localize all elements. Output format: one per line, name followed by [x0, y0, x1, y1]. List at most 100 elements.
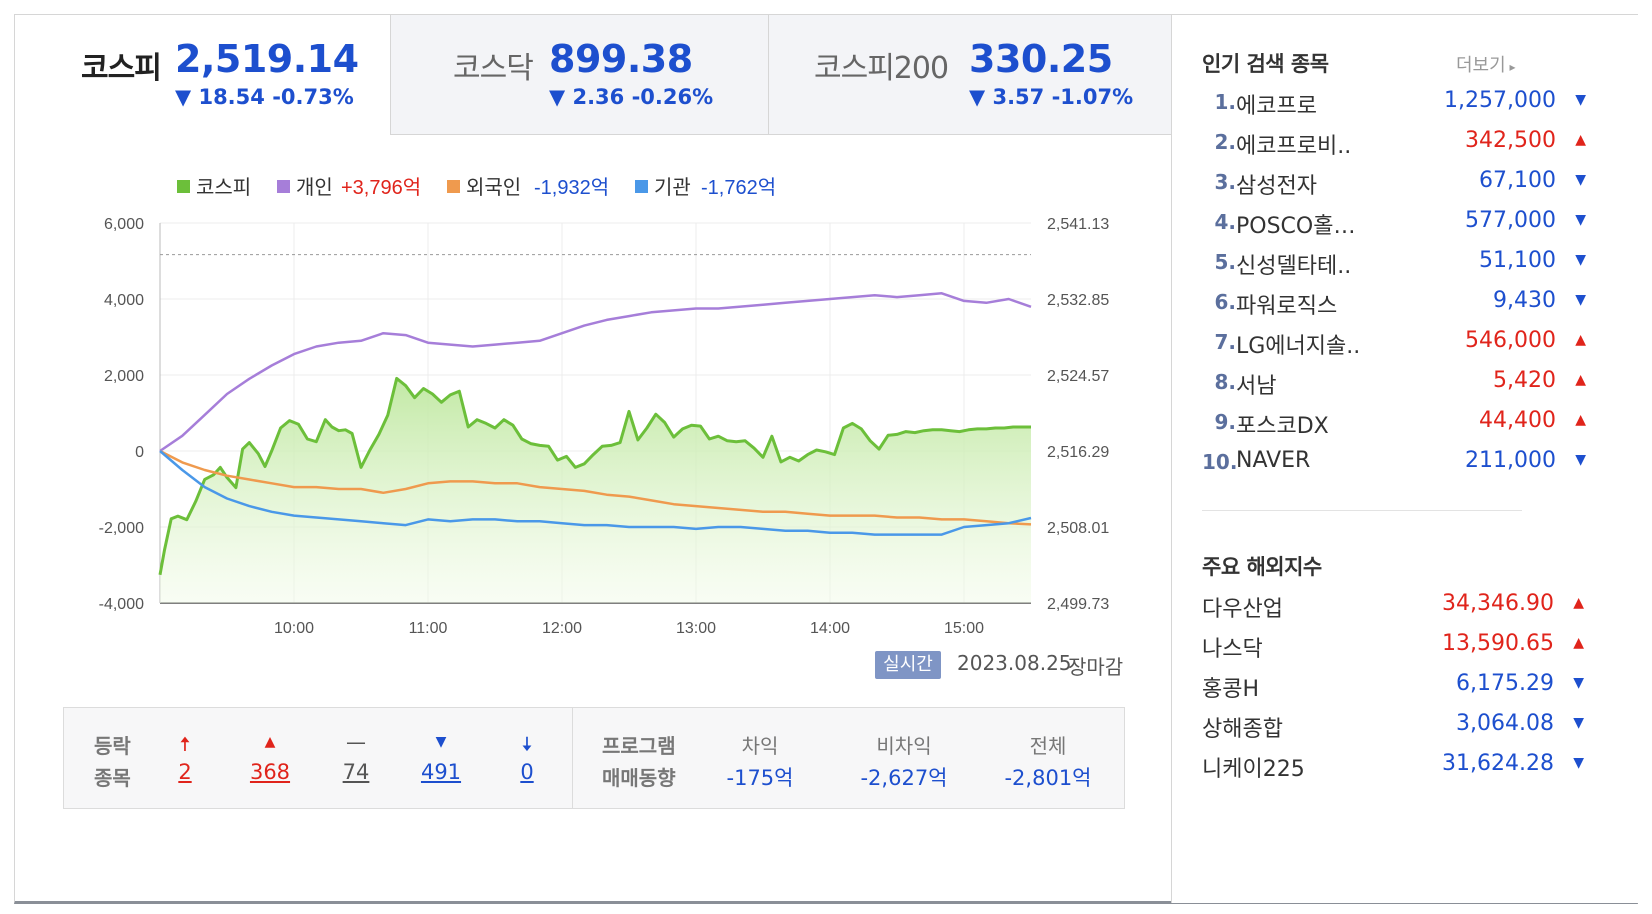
- triangle-down-icon: ▼: [1575, 252, 1586, 268]
- legend-foreign-value: -1,932억: [534, 176, 609, 199]
- lower-limit-icon: 🠇: [521, 732, 533, 756]
- y-left-tick-label: 0: [135, 444, 144, 461]
- popular-name[interactable]: 포스코DX: [1236, 414, 1329, 439]
- triangle-up-icon: ▲: [1573, 595, 1584, 611]
- status-date: 2023.08.25: [957, 651, 1072, 675]
- y-right-tick-label: 2,524.57: [1047, 368, 1109, 385]
- program-total-label: 전체: [1029, 734, 1067, 758]
- chevron-right-icon: ▸: [1505, 60, 1516, 74]
- popular-rank: 6.: [1214, 290, 1236, 314]
- upper-limit-icon: 🠅: [179, 732, 191, 756]
- popular-rank: 3.: [1214, 170, 1236, 194]
- rise-icon: ▲: [264, 734, 276, 750]
- popular-name[interactable]: POSCO홀…: [1236, 214, 1356, 239]
- popular-item[interactable]: 7. LG에너지솔.. 546,000 ▲: [1202, 328, 1586, 368]
- popular-item[interactable]: 8. 서남 5,420 ▲: [1202, 368, 1586, 408]
- updown-label-1: 등락: [94, 734, 131, 758]
- tab-kospi200[interactable]: 코스피200 330.25 ▼ 3.57 -1.07%: [768, 15, 1171, 135]
- y-left-tick-label: 6,000: [104, 216, 144, 233]
- popular-price: 1,257,000: [1444, 88, 1556, 113]
- program-label-2: 매매동향: [602, 766, 676, 790]
- popular-item[interactable]: 2. 에코프로비.. 342,500 ▲: [1202, 128, 1586, 168]
- popular-rank: 5.: [1214, 250, 1236, 274]
- popular-item[interactable]: 5. 신성델타테.. 51,100 ▼: [1202, 248, 1586, 288]
- popular-rank: 7.: [1214, 330, 1236, 354]
- tab-kosdaq-value: 899.38: [549, 37, 693, 81]
- legend-foreign-swatch: [447, 180, 460, 193]
- tab-kospi-change: ▼ 18.54 -0.73%: [175, 85, 354, 109]
- chart-legend: 코스피 개인 +3,796억 외국인 -1,932억 기관 -1,762억: [177, 176, 776, 199]
- more-link[interactable]: 더보기 ▸: [1456, 51, 1516, 77]
- y-right-tick-label: 2,532.85: [1047, 292, 1109, 309]
- panel-separator: [1202, 510, 1522, 511]
- more-label: 더보기: [1456, 55, 1506, 76]
- popular-name[interactable]: 신성델타테..: [1236, 254, 1352, 279]
- intraday-chart[interactable]: 코스피 개인 +3,796억 외국인 -1,932억 기관 -1,762억 10…: [15, 160, 1170, 650]
- popular-rank: 8.: [1214, 370, 1236, 394]
- overseas-item[interactable]: 나스닥 13,590.65 ▲: [1202, 631, 1584, 671]
- overseas-value: 6,175.29: [1456, 671, 1554, 696]
- triangle-up-icon: ▲: [1575, 332, 1586, 348]
- popular-item[interactable]: 4. POSCO홀… 577,000 ▼: [1202, 208, 1586, 248]
- popular-price: 9,430: [1493, 288, 1556, 313]
- popular-item[interactable]: 6. 파워로직스 9,430 ▼: [1202, 288, 1586, 328]
- overseas-item[interactable]: 홍콩H 6,175.29 ▼: [1202, 671, 1584, 711]
- triangle-down-icon: ▼: [1573, 755, 1584, 771]
- overseas-name: 홍콩H: [1202, 677, 1260, 702]
- popular-name[interactable]: 에코프로비..: [1236, 134, 1352, 159]
- popular-item[interactable]: 10. NAVER 211,000 ▼: [1202, 448, 1586, 488]
- legend-individual-value: +3,796억: [341, 176, 421, 199]
- popular-name[interactable]: NAVER: [1236, 448, 1311, 473]
- series-kospi: [158, 376, 1031, 576]
- x-tick-label: 14:00: [810, 620, 850, 637]
- popular-price: 342,500: [1465, 128, 1556, 153]
- popular-name[interactable]: 에코프로: [1236, 94, 1317, 119]
- rise-count[interactable]: 368: [249, 760, 291, 784]
- right-panel: 인기 검색 종목 더보기 ▸ 1. 에코프로 1,257,000 ▼ 2. 에코프로비..…: [1171, 15, 1638, 903]
- popular-name[interactable]: 서남: [1236, 374, 1277, 399]
- popular-item[interactable]: 9. 포스코DX 44,400 ▲: [1202, 408, 1586, 448]
- overseas-item[interactable]: 니케이225 31,624.28 ▼: [1202, 751, 1584, 791]
- legend-kospi: 코스피: [196, 176, 251, 199]
- y-left-tick-label: 2,000: [104, 368, 144, 385]
- triangle-down-icon: ▼: [1575, 452, 1586, 468]
- overseas-item[interactable]: 다우산업 34,346.90 ▲: [1202, 591, 1584, 631]
- flat-icon: —: [346, 730, 366, 754]
- popular-price: 44,400: [1479, 408, 1556, 433]
- x-tick-label: 11:00: [409, 620, 448, 637]
- upper-limit-count[interactable]: 2: [178, 760, 192, 784]
- x-tick-label: 13:00: [676, 620, 716, 637]
- flat-count[interactable]: 74: [342, 760, 370, 784]
- legend-foreign-label: 외국인: [466, 176, 521, 199]
- fall-count[interactable]: 491: [420, 760, 462, 784]
- tab-kospi200-name: 코스피200: [814, 51, 949, 86]
- popular-name[interactable]: 삼성전자: [1236, 174, 1317, 199]
- triangle-up-icon: ▲: [1575, 372, 1586, 388]
- overseas-item[interactable]: 상해종합 3,064.08 ▼: [1202, 711, 1584, 751]
- tab-kosdaq-change: ▼ 2.36 -0.26%: [549, 85, 714, 109]
- triangle-down-icon: ▼: [1573, 715, 1584, 731]
- x-tick-label: 10:00: [274, 620, 314, 637]
- popular-price: 67,100: [1479, 168, 1556, 193]
- popular-item[interactable]: 1. 에코프로 1,257,000 ▼: [1202, 88, 1586, 128]
- updown-label-2: 종목: [94, 766, 131, 790]
- triangle-down-icon: ▼: [1575, 292, 1586, 308]
- y-right-tick-label: 2,499.73: [1047, 596, 1109, 613]
- arb-value: -175억: [726, 766, 794, 790]
- popular-rank: 9.: [1214, 410, 1236, 434]
- popular-title: 인기 검색 종목: [1202, 52, 1329, 76]
- triangle-down-icon: ▼: [1575, 212, 1586, 228]
- lower-limit-count[interactable]: 0: [520, 760, 534, 784]
- tab-kosdaq[interactable]: 코스닥 899.38 ▼ 2.36 -0.26%: [390, 15, 768, 135]
- popular-name[interactable]: LG에너지솔..: [1236, 334, 1361, 359]
- realtime-badge[interactable]: 실시간: [875, 651, 941, 679]
- popular-rank: 1.: [1214, 90, 1236, 114]
- tab-kospi[interactable]: 코스피 2,519.14 ▼ 18.54 -0.73%: [15, 15, 390, 135]
- popular-name[interactable]: 파워로직스: [1236, 294, 1338, 319]
- market-widget: 코스피 2,519.14 ▼ 18.54 -0.73% 코스닥 899.38 ▼…: [14, 14, 1638, 904]
- series-foreign: [159, 449, 1032, 526]
- overseas-name: 니케이225: [1202, 757, 1305, 782]
- series-institution: [159, 450, 1032, 536]
- program-total-value: -2,801억: [1004, 766, 1092, 790]
- popular-item[interactable]: 3. 삼성전자 67,100 ▼: [1202, 168, 1586, 208]
